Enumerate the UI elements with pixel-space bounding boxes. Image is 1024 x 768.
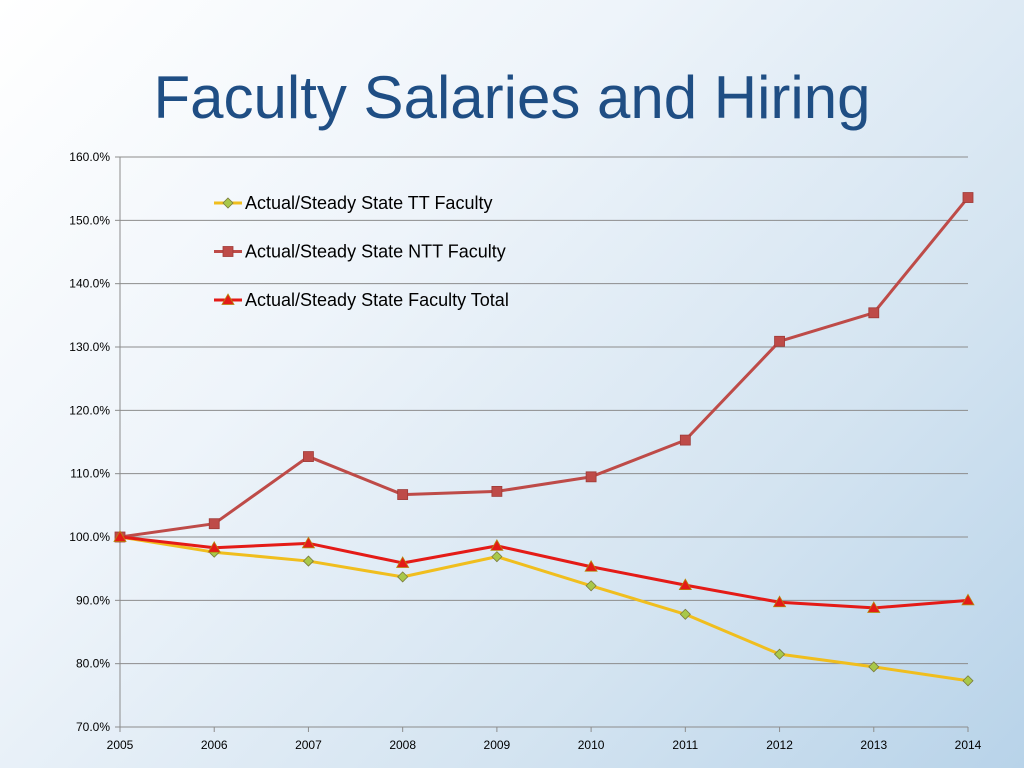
data-point [584, 559, 598, 572]
data-point [490, 539, 504, 551]
data-point [961, 593, 975, 606]
data-point [772, 595, 787, 608]
y-tick-label: 160.0% [69, 150, 110, 164]
x-tick-label: 2009 [484, 738, 511, 752]
legend-item: Actual/Steady State TT Faculty [214, 193, 492, 213]
data-point [491, 551, 503, 563]
data-point [679, 434, 691, 446]
x-tick-label: 2012 [766, 738, 793, 752]
series-actual-steady-state-faculty-total [113, 530, 975, 613]
y-tick-label: 80.0% [76, 657, 110, 671]
x-tick-label: 2008 [389, 738, 416, 752]
legend-label: Actual/Steady State TT Faculty [245, 193, 492, 213]
legend: Actual/Steady State TT Faculty Actual/Ste… [214, 193, 509, 310]
y-tick-label: 140.0% [69, 277, 110, 291]
data-point [303, 451, 314, 462]
data-point [867, 601, 881, 613]
data-point [962, 192, 974, 203]
y-tick-label: 90.0% [76, 593, 110, 607]
legend-marker [222, 197, 234, 209]
x-tick-label: 2007 [295, 738, 322, 752]
axes: 70.0% 80.0% 90.0% 100.0% 110.0% 120.0% 130.0% 1… [69, 150, 981, 752]
legend-label: Actual/Steady State Faculty Total [245, 290, 509, 310]
x-tick-label: 2005 [107, 738, 134, 752]
data-point [302, 555, 315, 567]
legend-marker [221, 293, 235, 305]
data-point [962, 675, 974, 687]
series-actual-steady-state-ntt-faculty [114, 192, 974, 543]
y-tick-label: 150.0% [69, 213, 110, 227]
data-point [868, 661, 880, 673]
y-tick-label: 70.0% [76, 720, 110, 734]
data-point [678, 578, 693, 591]
legend-item: Actual/Steady State Faculty Total [214, 290, 509, 310]
gridlines [120, 156, 968, 665]
series-line [119, 535, 969, 610]
series-line [119, 196, 970, 539]
legend-marker [222, 246, 234, 257]
data-point [208, 518, 220, 530]
x-tick-label: 2011 [672, 738, 698, 752]
x-tick-label: 2014 [955, 738, 982, 752]
x-tick-label: 2010 [578, 738, 605, 752]
series-actual-steady-state-tt-faculty [114, 531, 974, 687]
data-point [868, 307, 880, 319]
slide-title: Faculty Salaries and Hiring [153, 64, 871, 131]
data-point [491, 485, 503, 497]
data-point [397, 571, 409, 583]
data-point [301, 536, 316, 549]
y-tick-label: 130.0% [69, 340, 110, 354]
data-point [113, 530, 127, 542]
data-point [585, 580, 597, 592]
series-line [119, 535, 969, 683]
series-lines [113, 192, 975, 687]
legend-label: Actual/Steady State NTT Faculty [245, 242, 506, 262]
x-tick-label: 2006 [201, 738, 228, 752]
y-tick-label: 110.0% [70, 467, 110, 481]
data-point [207, 540, 221, 553]
legend-item: Actual/Steady State NTT Faculty [214, 242, 506, 262]
y-tick-label: 100.0% [69, 530, 110, 544]
x-tick-label: 2013 [860, 738, 887, 752]
data-point [395, 556, 410, 568]
data-point [773, 648, 786, 660]
data-point [774, 335, 785, 347]
data-point [679, 608, 691, 620]
data-point [397, 489, 409, 500]
data-point [585, 471, 597, 483]
y-tick-label: 120.0% [69, 403, 110, 417]
